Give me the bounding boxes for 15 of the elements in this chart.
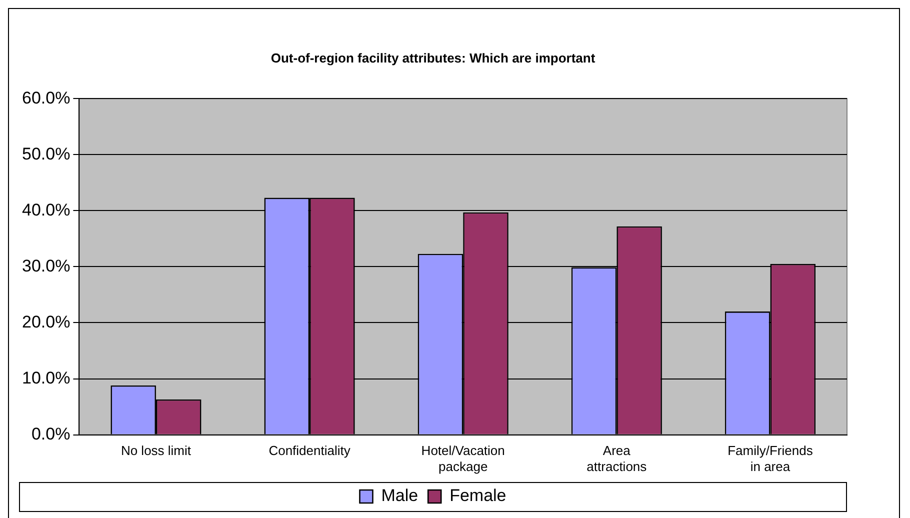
y-tick-label: 10.0% [22,368,70,388]
legend-label: Male [381,486,418,506]
y-tick-label: 60.0% [22,88,70,108]
x-tick-label: Hotel/Vacation package [421,443,505,474]
y-tick-label: 30.0% [22,256,70,276]
y-tick-label: 50.0% [22,144,70,164]
y-tick-label: 20.0% [22,312,70,332]
x-tick-label: Area attractions [586,443,648,474]
x-tick-label: No loss limit [120,443,192,458]
x-tick-label: Family/Friends in area [728,443,814,474]
legend-label: Female [450,486,506,506]
y-tick-label: 0.0% [31,424,70,444]
x-tick-label: Confidentiality [268,443,351,458]
y-tick-label: 40.0% [22,200,70,220]
chart-title: Out-of-region facility attributes: Which are important [270,50,596,66]
